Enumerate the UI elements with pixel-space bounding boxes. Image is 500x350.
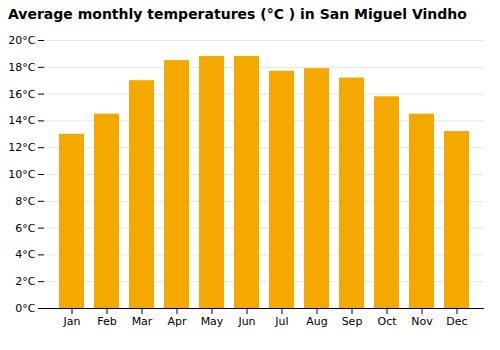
svg-text:0°C: 0°C <box>15 302 35 315</box>
svg-text:Dec: Dec <box>446 315 467 328</box>
svg-text:6°C: 6°C <box>15 222 35 235</box>
svg-text:2°C: 2°C <box>15 275 35 288</box>
svg-text:Aug: Aug <box>306 315 327 328</box>
svg-text:14°C: 14°C <box>8 114 35 127</box>
svg-text:Mar: Mar <box>132 315 153 328</box>
svg-text:Jul: Jul <box>274 315 288 328</box>
svg-text:20°C: 20°C <box>8 34 35 47</box>
svg-text:4°C: 4°C <box>15 248 35 261</box>
svg-text:Nov: Nov <box>411 315 433 328</box>
html-text:Average monthly temperatures (: Average monthly temperatures (°C ) in Sa… <box>8 6 467 22</box>
svg-text:Apr: Apr <box>167 315 187 328</box>
svg-text:12°C: 12°C <box>8 141 35 154</box>
svg-text:May: May <box>201 315 224 328</box>
svg-text:10°C: 10°C <box>8 168 35 181</box>
svg-text:Feb: Feb <box>97 315 116 328</box>
svg-text:Sep: Sep <box>342 315 363 328</box>
svg-text:Jan: Jan <box>63 315 81 328</box>
svg-text:16°C: 16°C <box>8 88 35 101</box>
svg-text:8°C: 8°C <box>15 195 35 208</box>
svg-text:Oct: Oct <box>377 315 397 328</box>
svg-text:18°C: 18°C <box>8 61 35 74</box>
svg-text:Jun: Jun <box>237 315 255 328</box>
